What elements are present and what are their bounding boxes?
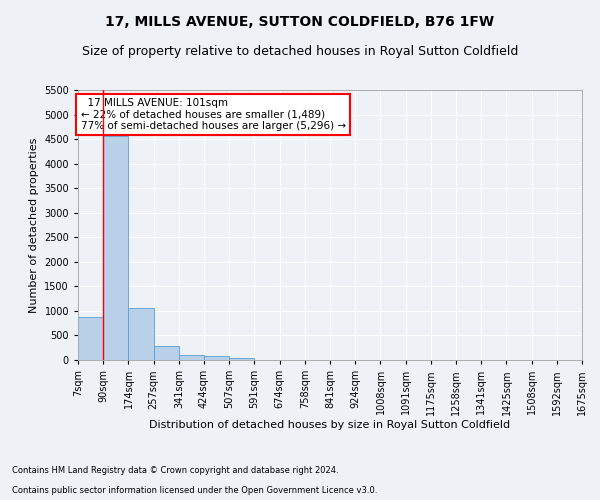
Bar	[78, 317, 103, 360]
Text: Contains public sector information licensed under the Open Government Licence v3: Contains public sector information licen…	[12, 486, 377, 495]
Bar	[179, 356, 204, 360]
Y-axis label: Number of detached properties: Number of detached properties	[29, 138, 38, 312]
Bar	[103, 136, 128, 360]
Bar	[229, 358, 254, 360]
Text: 17 MILLS AVENUE: 101sqm
← 22% of detached houses are smaller (1,489)
77% of semi: 17 MILLS AVENUE: 101sqm ← 22% of detache…	[80, 98, 346, 132]
Text: 17, MILLS AVENUE, SUTTON COLDFIELD, B76 1FW: 17, MILLS AVENUE, SUTTON COLDFIELD, B76 …	[106, 15, 494, 29]
Bar	[128, 308, 154, 360]
Text: Distribution of detached houses by size in Royal Sutton Coldfield: Distribution of detached houses by size …	[149, 420, 511, 430]
Text: Size of property relative to detached houses in Royal Sutton Coldfield: Size of property relative to detached ho…	[82, 45, 518, 58]
Text: Contains HM Land Registry data © Crown copyright and database right 2024.: Contains HM Land Registry data © Crown c…	[12, 466, 338, 475]
Bar	[204, 356, 229, 360]
Bar	[154, 346, 179, 360]
